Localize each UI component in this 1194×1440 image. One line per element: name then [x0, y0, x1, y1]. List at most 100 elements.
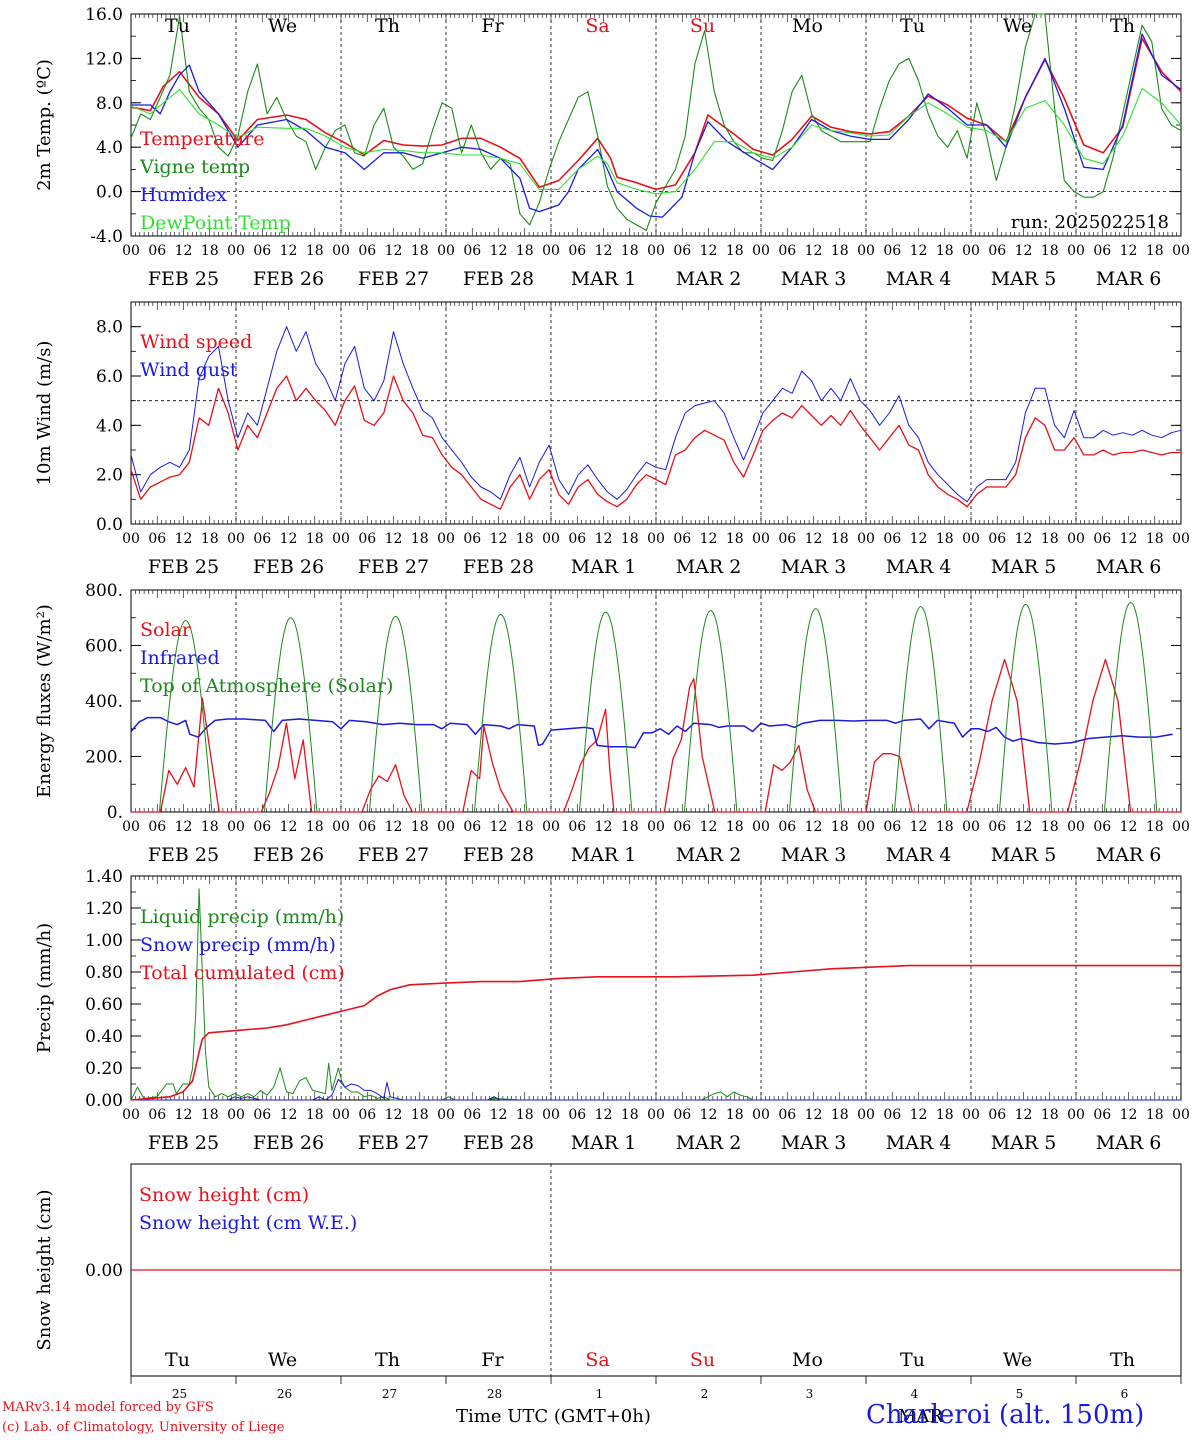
hour-tick-label: 12	[385, 243, 403, 259]
series-dewpoint-temp	[130, 87, 1182, 195]
hour-tick-label: 06	[148, 531, 166, 547]
legend-total-cumulated-cm-: Total cumulated (cm)	[140, 962, 345, 984]
toa-solar-curve	[998, 603, 1053, 813]
date-label: MAR 2	[676, 1132, 742, 1154]
y-axis-label: Precip (mm/h)	[34, 923, 55, 1053]
hour-tick-label: 18	[1041, 819, 1059, 835]
hour-tick-label: 06	[358, 243, 376, 259]
y-tick-label: 1.00	[85, 931, 123, 951]
day-of-week-label: Su	[690, 1349, 715, 1371]
series-snow-precip-mm-h-	[131, 1078, 1181, 1101]
hour-tick-label: 18	[936, 531, 954, 547]
hour-tick-label: 12	[700, 1107, 718, 1123]
hour-tick-label: 12	[1015, 819, 1033, 835]
hour-tick-label: 18	[726, 819, 744, 835]
hour-tick-label: 06	[568, 1107, 586, 1123]
hour-tick-label: 12	[910, 819, 928, 835]
hour-tick-label: 06	[778, 531, 796, 547]
hour-tick-label: 12	[490, 1107, 508, 1123]
legend-vigne-temp: Vigne temp	[139, 156, 250, 178]
y-tick-label: 1.20	[85, 899, 123, 919]
date-label: MAR 1	[571, 268, 637, 290]
hour-tick-label: 12	[595, 243, 613, 259]
hour-tick-label: 00	[332, 243, 350, 259]
hour-tick-label: 00	[122, 1107, 140, 1123]
hour-tick-label: 06	[988, 531, 1006, 547]
hour-tick-label: 06	[358, 819, 376, 835]
hour-tick-label: 06	[1093, 819, 1111, 835]
run-label: run: 2025022518	[1011, 212, 1169, 233]
hour-tick-label: 00	[542, 531, 560, 547]
hour-tick-label: 00	[857, 243, 875, 259]
toa-solar-curve	[1103, 601, 1158, 813]
hour-tick-label: 06	[1093, 531, 1111, 547]
date-label: FEB 28	[463, 844, 534, 866]
hour-tick-label: 12	[175, 819, 193, 835]
hour-tick-label: 18	[306, 819, 324, 835]
toa-solar-curve	[473, 613, 528, 813]
day-of-week-label: Tu	[165, 15, 190, 37]
date-label: FEB 26	[253, 556, 324, 578]
hour-tick-label: 06	[148, 243, 166, 259]
date-label: MAR 2	[676, 268, 742, 290]
hour-tick-label: 18	[936, 1107, 954, 1123]
hour-tick-label: 12	[1120, 1107, 1138, 1123]
hour-tick-label: 18	[306, 1107, 324, 1123]
hour-tick-label: 12	[280, 243, 298, 259]
hour-tick-label: 12	[805, 1107, 823, 1123]
hour-tick-label: 06	[883, 819, 901, 835]
date-label: FEB 28	[463, 1132, 534, 1154]
hour-tick-label: 18	[516, 1107, 534, 1123]
hour-tick-label: 18	[306, 531, 324, 547]
hour-tick-label: 12	[805, 819, 823, 835]
hour-tick-label: 06	[883, 1107, 901, 1123]
hour-tick-label: 18	[1041, 243, 1059, 259]
hour-tick-label: 00	[962, 243, 980, 259]
hour-tick-label: 18	[411, 819, 429, 835]
hour-tick-label: 12	[385, 531, 403, 547]
legend-top-of-atmosphere-solar-: Top of Atmosphere (Solar)	[140, 675, 393, 697]
hour-tick-label: 12	[1015, 243, 1033, 259]
toa-solar-curve	[788, 608, 843, 813]
legend-dewpoint-temp: DewPoint Temp	[140, 212, 291, 234]
day-of-week-label: Mo	[792, 1349, 823, 1371]
hour-tick-label: 00	[122, 819, 140, 835]
toa-solar-curve	[263, 617, 318, 813]
y-tick-label: 0.80	[85, 963, 123, 983]
day-of-week-label: Sa	[585, 1349, 609, 1371]
hour-tick-label: 00	[1172, 1107, 1190, 1123]
hour-tick-label: 06	[253, 243, 271, 259]
hour-tick-label: 18	[201, 531, 219, 547]
y-tick-label: 0.0	[96, 183, 123, 203]
legend-solar: Solar	[140, 619, 192, 641]
hour-tick-label: 06	[1093, 1107, 1111, 1123]
y-tick-label: 6.0	[96, 367, 123, 387]
hour-tick-label: 12	[595, 1107, 613, 1123]
day-number-label: 27	[382, 1387, 397, 1401]
day-of-week-label: Mo	[792, 15, 823, 37]
date-label: MAR 5	[991, 268, 1057, 290]
date-label: MAR 3	[781, 844, 847, 866]
y-tick-label: 200.	[85, 748, 123, 768]
date-label: FEB 28	[463, 268, 534, 290]
date-label: MAR 2	[676, 844, 742, 866]
date-label: FEB 26	[253, 268, 324, 290]
toa-solar-curve	[368, 615, 423, 813]
day-of-week-label: Tu	[900, 1349, 925, 1371]
day-number-label: 25	[172, 1387, 187, 1401]
date-label: MAR 3	[781, 268, 847, 290]
hour-tick-label: 12	[805, 243, 823, 259]
day-of-week-label: Fr	[481, 15, 504, 37]
y-tick-label: 2.0	[96, 466, 123, 486]
hour-tick-label: 00	[962, 531, 980, 547]
hour-tick-label: 00	[122, 531, 140, 547]
hour-tick-label: 06	[463, 819, 481, 835]
hour-tick-label: 18	[516, 819, 534, 835]
hour-tick-label: 12	[805, 531, 823, 547]
y-axis-label: Snow height (cm)	[34, 1189, 55, 1350]
x-axis-title: Time UTC (GMT+0h)	[456, 1406, 651, 1427]
hour-tick-label: 12	[385, 1107, 403, 1123]
y-tick-label: 8.0	[96, 318, 123, 338]
date-label: MAR 5	[991, 556, 1057, 578]
y-tick-label: 4.0	[96, 416, 123, 436]
